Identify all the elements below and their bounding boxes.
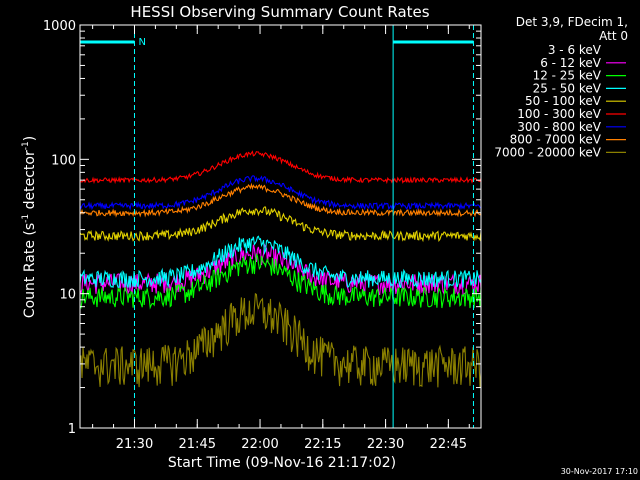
y-axis-label-sup2: -1 <box>21 141 31 150</box>
x-tick-label: 21:45 <box>179 437 216 452</box>
series-line-3 <box>79 235 482 289</box>
legend-label-4: 50 - 100 keV <box>525 94 602 108</box>
legend-header-line-1: Det 3,9, FDecim 1, <box>516 15 628 29</box>
y-axis-label-main: Count Rate (s <box>22 223 38 318</box>
legend-label-6: 300 - 800 keV <box>517 120 601 134</box>
x-tick-label: 22:15 <box>304 437 341 452</box>
y-axis-label-sup1: -1 <box>21 214 31 223</box>
y-axis-label-end: ) <box>22 136 38 141</box>
legend-label-3: 25 - 50 keV <box>533 81 602 95</box>
x-tick-label: 22:45 <box>430 437 467 452</box>
y-tick-label: 100 <box>51 153 76 168</box>
legend-label-1: 6 - 12 keV <box>540 56 602 70</box>
x-tick-label: 22:30 <box>367 437 404 452</box>
y-axis-label: Count Rate (s-1 detector-1) <box>21 136 38 318</box>
y-axis: 1 10 100 1000 <box>43 19 481 437</box>
series-line-7 <box>79 182 482 218</box>
series-line-4 <box>79 206 482 243</box>
series-line-6 <box>79 175 482 211</box>
series-line-0 <box>79 261 482 355</box>
legend-label-2: 12 - 25 keV <box>533 69 602 83</box>
legend-header-line-2: Att 0 <box>599 29 628 43</box>
y-tick-label: 10 <box>59 288 76 303</box>
x-tick-label: 22:00 <box>241 437 278 452</box>
series-layer <box>79 150 482 388</box>
y-tick-label: 1000 <box>43 19 76 34</box>
footer-date: 30-Nov-2017 17:10 <box>561 467 638 476</box>
series-line-2 <box>79 253 482 310</box>
x-tick-label: 21:30 <box>116 437 153 452</box>
legend-label-0: 3 - 6 keV <box>548 43 602 57</box>
series-line-8 <box>79 292 482 388</box>
night-label: N <box>138 37 145 48</box>
legend-label-5: 100 - 300 keV <box>517 107 601 121</box>
legend-label-7: 800 - 7000 keV <box>510 133 602 147</box>
y-axis-label-mid: detector <box>22 150 38 214</box>
chart-title: HESSI Observing Summary Count Rates <box>130 3 429 21</box>
y-tick-label: 1 <box>68 422 76 437</box>
x-axis-label: Start Time (09-Nov-16 21:17:02) <box>168 455 396 471</box>
legend-label-8: 7000 - 20000 keV <box>494 145 601 159</box>
x-axis: 21:30 21:45 22:00 22:15 22:30 22:45 <box>92 25 470 452</box>
series-line-5 <box>79 150 482 185</box>
